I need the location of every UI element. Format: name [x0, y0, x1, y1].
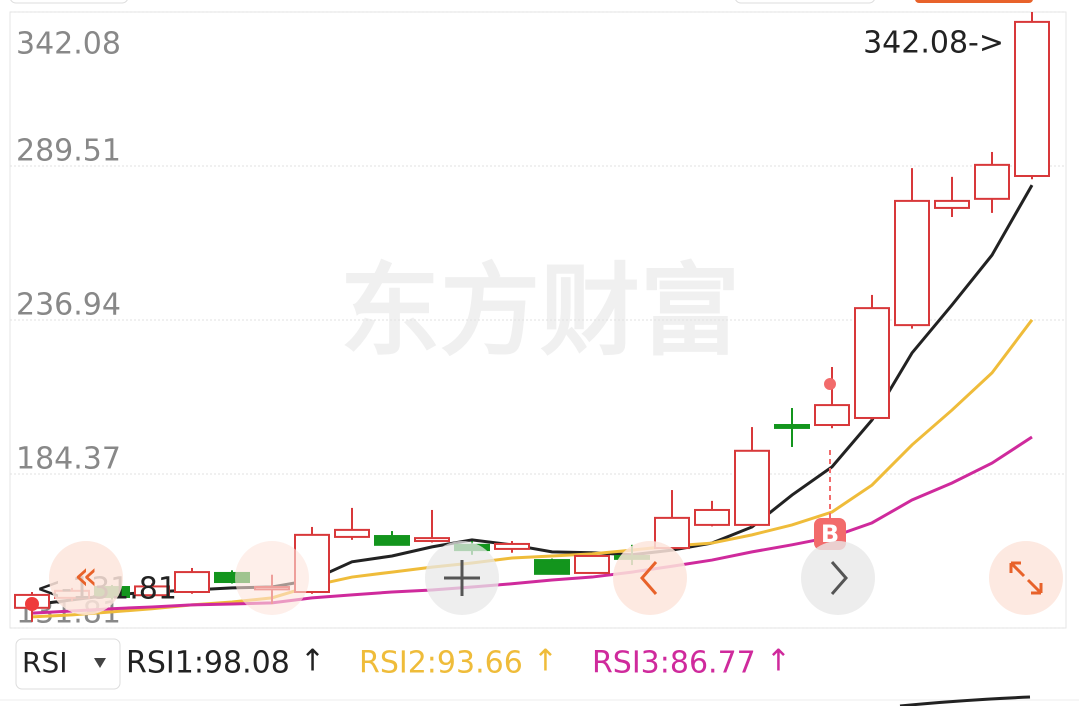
candle-body: [334, 528, 370, 538]
candle-body: [494, 542, 530, 550]
indicator-selector[interactable]: [15, 638, 121, 690]
candle-body: [894, 199, 930, 327]
fullscreen-button[interactable]: [989, 541, 1063, 615]
icon: [640, 561, 658, 595]
legend-entry: RSI2:93.66: [359, 646, 523, 681]
scroll-left-button[interactable]: [49, 541, 123, 615]
candle-body: [134, 585, 170, 597]
candle-body: [934, 199, 970, 209]
candle-body: [414, 537, 450, 543]
subchart-line: [899, 695, 1031, 708]
legend-entry: RSI1:98.08: [126, 646, 290, 681]
signal-dot: [824, 378, 836, 390]
icon: [1009, 561, 1043, 595]
candle-body: [974, 163, 1010, 200]
icon: «: [74, 553, 98, 599]
indicator-name: RSI: [22, 646, 68, 679]
candle-body: [534, 559, 570, 575]
legend-arrow: ↑: [533, 644, 558, 679]
button-bg: [235, 541, 309, 615]
y-tick-label: 184.37: [16, 442, 121, 477]
candle-body: [774, 424, 810, 429]
signal-dot: [25, 597, 39, 611]
legend-arrow: ↑: [300, 644, 325, 679]
candle-body: [854, 307, 890, 419]
y-tick-label: 236.94: [16, 288, 121, 323]
candle-body: [734, 449, 770, 526]
watermark: 东方财富: [340, 252, 740, 369]
prev-button[interactable]: [613, 541, 687, 615]
top-button[interactable]: [735, 0, 875, 4]
y-tick-label: 342.08: [16, 27, 121, 62]
top-button[interactable]: [915, 0, 1033, 3]
legend-arrow: ↑: [766, 644, 791, 679]
icon: [444, 560, 480, 596]
icon: [830, 561, 848, 595]
overlay: «: [49, 541, 1063, 615]
candle-body: [1014, 20, 1050, 177]
moving-average-line: [31, 435, 1033, 615]
candle-body: [374, 535, 410, 546]
top-button[interactable]: [10, 0, 128, 4]
next-button[interactable]: [801, 541, 875, 615]
candle-body: [814, 404, 850, 427]
candle-body: [694, 508, 730, 526]
max-annotation: 342.08->: [863, 26, 1004, 61]
candle-body: [174, 571, 210, 593]
legend-entry: RSI3:86.77: [592, 646, 756, 681]
candle-body: [574, 554, 610, 574]
dropdown-arrow: [94, 658, 106, 668]
buy-marker: B: [821, 520, 839, 548]
legend: RSI1:98.08 ↑ RSI2:93.66 ↑ RSI3:86.77 ↑: [126, 644, 791, 681]
y-tick-label: 289.51: [16, 134, 121, 169]
